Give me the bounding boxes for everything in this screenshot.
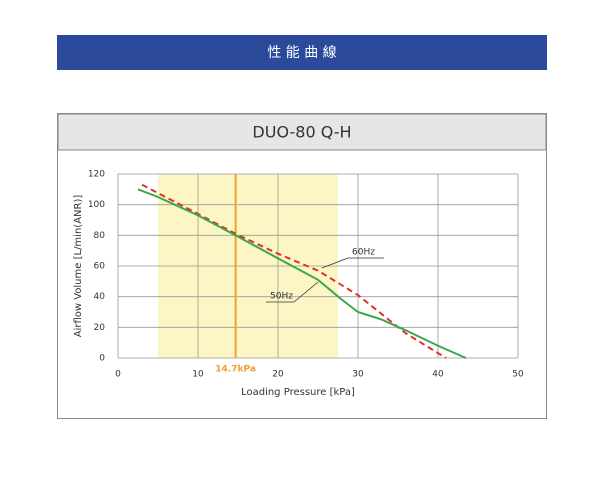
leader-line [293, 281, 319, 303]
x-tick-label: 0 [115, 370, 121, 380]
x-axis-label: Loading Pressure [kPa] [241, 387, 355, 398]
series-line [137, 188, 467, 359]
header-title: 性 能 曲 線 [267, 45, 336, 61]
x-tick-label: 50 [512, 370, 524, 380]
x-tick-label: 30 [352, 370, 364, 380]
leader-line [321, 257, 349, 269]
chart-title: DUO-80 Q-H [252, 123, 351, 142]
y-tick-label: 120 [88, 170, 105, 180]
series-label: 50Hz [270, 292, 293, 302]
x-tick-label: 10 [192, 370, 204, 380]
y-tick-label: 20 [94, 323, 106, 333]
y-tick-label: 40 [94, 292, 106, 302]
header-bar [57, 35, 547, 70]
marker-label: 14.7kPa [215, 365, 256, 375]
x-tick-label: 40 [432, 370, 444, 380]
series-label: 60Hz [352, 248, 375, 258]
y-axis-label: Airflow Volume [L/min(ANR)] [73, 195, 84, 338]
y-tick-label: 80 [94, 231, 106, 241]
y-tick-label: 0 [99, 354, 105, 364]
chart-header [57, 113, 547, 151]
y-tick-label: 60 [94, 262, 106, 272]
y-tick-label: 100 [88, 200, 105, 210]
x-tick-label: 20 [272, 370, 284, 380]
